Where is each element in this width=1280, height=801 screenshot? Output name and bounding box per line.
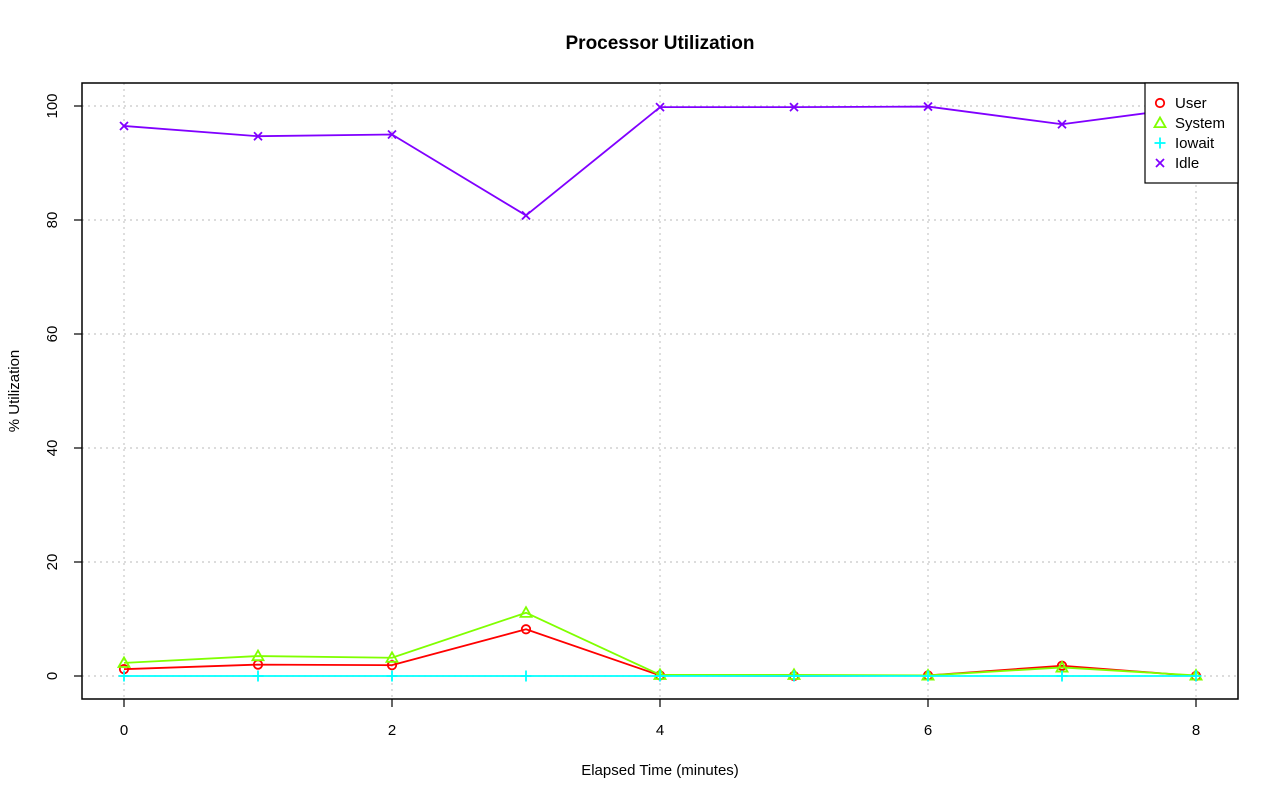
data-point-idle — [387, 129, 397, 140]
y-tick-label: 100 — [44, 93, 61, 118]
y-tick-label: 60 — [44, 326, 61, 343]
data-point-idle — [1057, 119, 1067, 129]
legend-marker-iowait — [1154, 137, 1166, 149]
legend-label-user: User — [1175, 95, 1207, 112]
data-point-iowait — [252, 670, 264, 682]
data-point-idle — [119, 121, 129, 131]
data-point-iowait — [922, 670, 934, 682]
chart-title: Processor Utilization — [566, 33, 755, 54]
data-point-idle — [253, 131, 263, 141]
x-axis-title: Elapsed Time (minutes) — [581, 762, 739, 779]
x-tick-label: 6 — [924, 722, 932, 739]
data-point-idle — [521, 210, 531, 221]
legend-marker-idle — [1155, 158, 1165, 168]
data-point-iowait — [788, 670, 800, 682]
x-tick-label: 8 — [1192, 722, 1200, 739]
legend-marker-system — [1152, 115, 1168, 129]
data-point-iowait — [386, 670, 398, 682]
y-tick-label: 0 — [44, 672, 61, 680]
data-point-iowait — [118, 670, 130, 682]
legend-label-iowait: Iowait — [1175, 135, 1215, 152]
legend-marker-user — [1154, 97, 1166, 109]
x-tick-label: 0 — [120, 722, 128, 739]
data-point-iowait — [520, 670, 532, 682]
legend: User System Iowait Idle — [1144, 82, 1239, 184]
data-point-system — [116, 655, 132, 668]
data-point-iowait — [1190, 670, 1202, 682]
data-point-user — [520, 624, 532, 635]
plot-series — [116, 101, 1204, 682]
x-tick-label: 4 — [656, 722, 664, 739]
y-tick-label: 80 — [44, 212, 61, 229]
data-point-idle — [923, 101, 933, 112]
data-point-idle — [789, 102, 799, 112]
x-tick-label: 2 — [388, 722, 396, 739]
data-point-system — [384, 650, 400, 663]
data-point-system — [250, 648, 266, 662]
legend-label-system: System — [1175, 115, 1225, 132]
y-axis-title: % Utilization — [6, 350, 23, 433]
data-point-idle — [655, 102, 665, 112]
grid — [82, 83, 1238, 699]
y-tick-label: 40 — [44, 440, 61, 457]
data-point-iowait — [654, 670, 666, 682]
data-point-system — [518, 605, 534, 618]
y-tick-label: 20 — [44, 554, 61, 571]
data-point-user — [386, 660, 398, 671]
data-point-iowait — [1056, 670, 1068, 682]
legend-label-idle: Idle — [1175, 155, 1199, 172]
